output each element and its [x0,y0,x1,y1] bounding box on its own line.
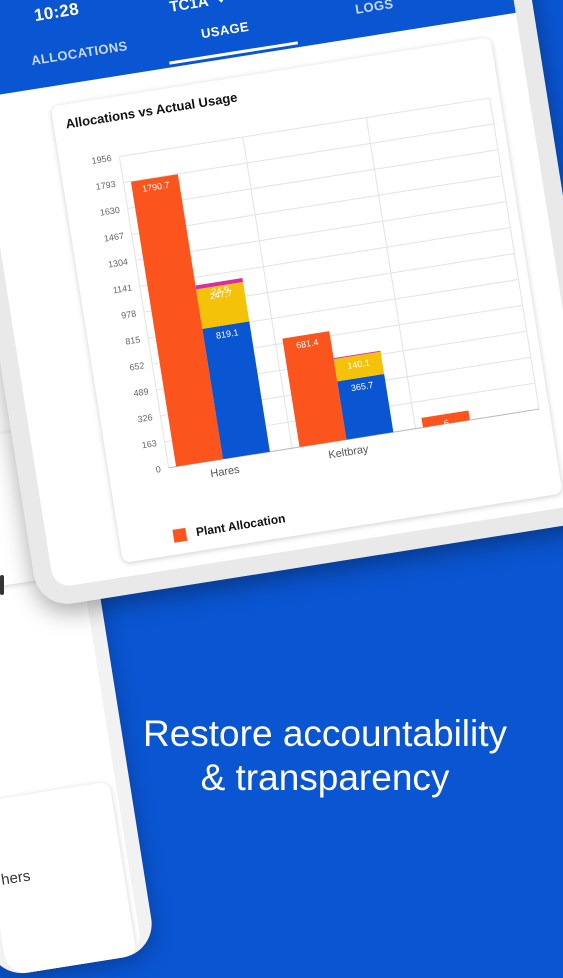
y-tick-label: 1467 [103,231,124,244]
chart-card: Allocations vs Actual Usage 0 163 326 489 65… [50,37,563,564]
bar-c0a55d2 [202,321,270,460]
grid-line [135,201,507,261]
grid-line-vertical [118,156,170,468]
bar-plant-allocation [130,174,223,467]
grid-line-vertical [489,97,540,410]
y-tick-label: 1141 [112,283,133,296]
tab-allocations[interactable]: ALLOCATIONS [30,38,129,69]
y-tick-label: 1630 [99,205,120,218]
grid-line [139,227,511,287]
station-selector[interactable]: TC1A [168,0,227,16]
status-time: 10:28 [32,0,81,26]
y-tick-label: 489 [133,386,149,398]
headline-line-1: Restore accountability [142,713,508,754]
tab-usage[interactable]: USAGE [200,18,250,42]
y-tick-label: 326 [137,412,153,424]
y-tick-label: 1956 [91,153,112,166]
tablet-device: 10:28 TC1A ALLOCATIONS USAGE LOGS Alloca… [0,0,563,609]
marketing-headline: Restore accountability & transparency [0,712,563,801]
y-tick-label: 815 [125,334,141,346]
usage-chart: 0 163 326 489 652 815 978 1141 1304 1467 1630 1793 1… [91,97,540,481]
y-tick-label: 652 [129,360,145,372]
y-tick-label: 163 [141,438,157,450]
headline-line-2: & transparency [200,757,450,799]
grid-line-vertical [242,136,293,449]
bar-cf5c20a [333,351,385,382]
data-label: 140.1 [347,358,371,371]
data-label: 247.7 [209,288,233,301]
grid-line [119,97,490,158]
x-tick-label: Hares [210,464,241,481]
grid-line [131,175,503,235]
data-label: 1790.7 [141,180,170,194]
data-label: 6 [443,418,450,429]
data-label: 24.9 [211,284,230,297]
y-tick-label: 1304 [107,257,128,270]
data-label: 681.4 [295,337,319,350]
x-tick-label: Keltbray [328,443,370,461]
y-tick-label: 1793 [95,179,116,192]
grid-line [123,123,494,184]
y-tick-label: 978 [120,308,136,320]
background-handle [0,575,4,595]
tablet-screen: 10:28 TC1A ALLOCATIONS USAGE LOGS Alloca… [0,0,563,589]
data-label: 365.7 [350,380,374,393]
bar-cd72e9e [333,350,381,360]
grid-line-vertical [365,117,417,429]
station-label: TC1A [168,0,210,16]
bar-cd72e9e [195,278,244,290]
tab-logs[interactable]: LOGS [354,0,395,17]
bar-c0a55d2 [337,373,394,440]
active-tab-indicator [169,41,299,65]
bar-plant-allocation [282,331,347,447]
bar-plant-allocation [421,410,470,428]
chevron-down-icon [215,0,227,4]
bar-cf5c20a [196,282,250,329]
y-tick-label: 0 [155,464,162,475]
data-label: 819.1 [215,327,239,340]
grid-line [127,149,499,209]
legend-swatch [172,528,188,544]
